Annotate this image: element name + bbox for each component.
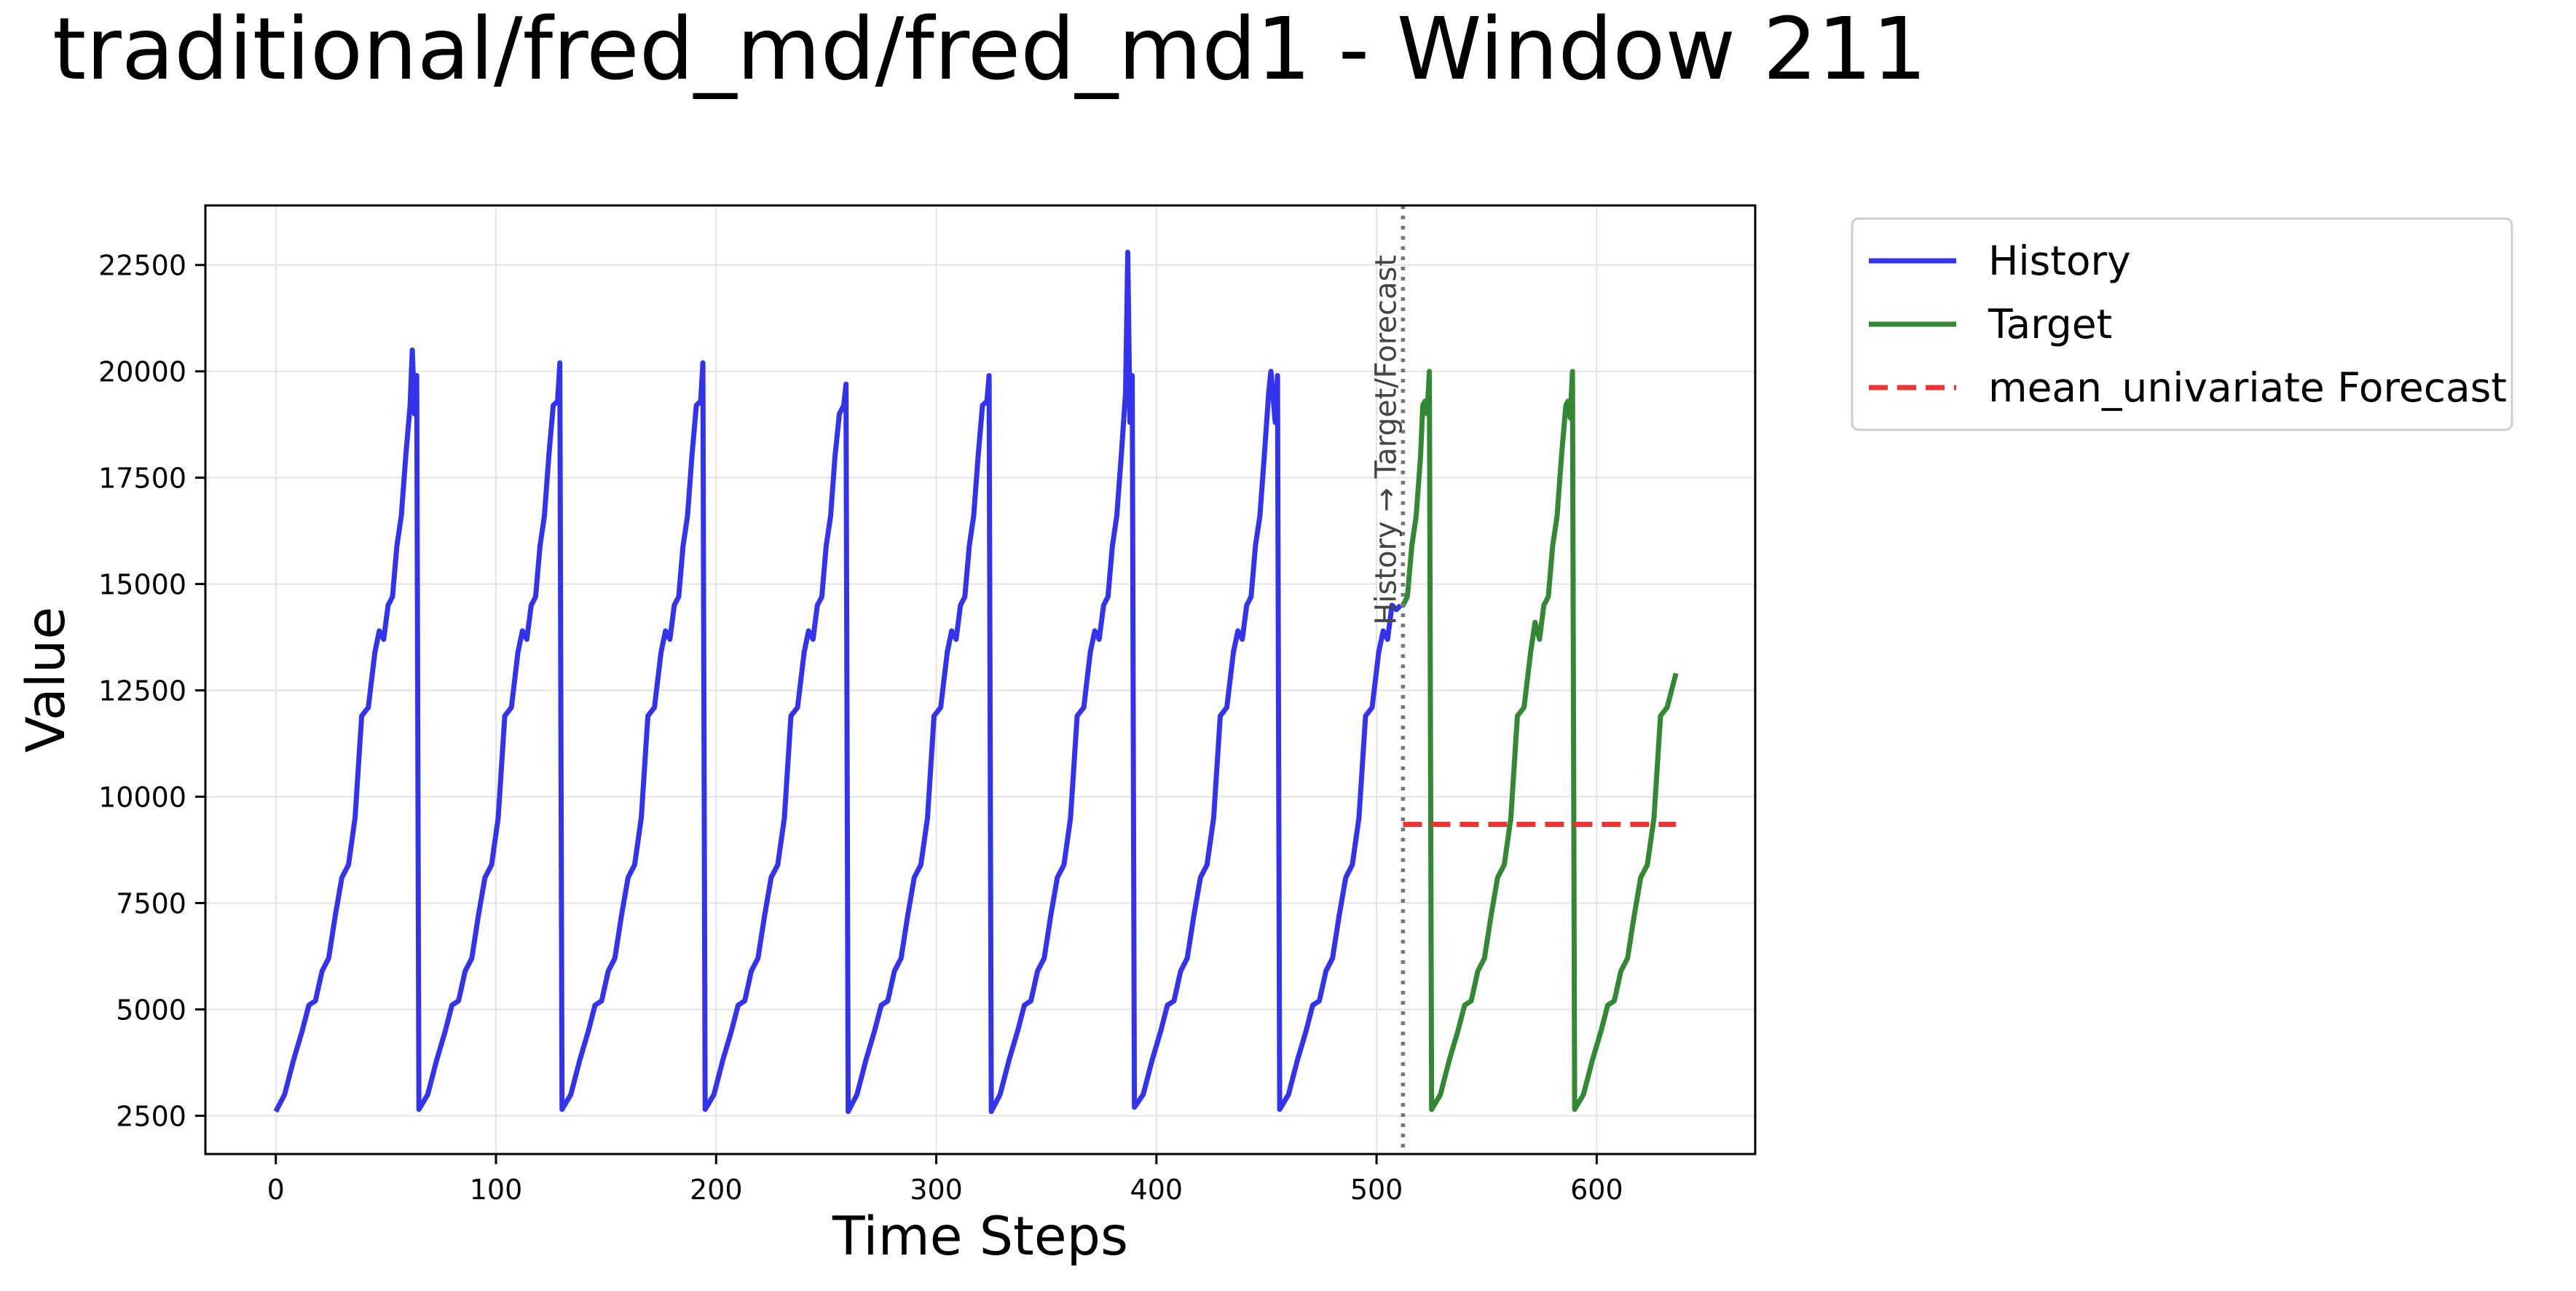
grid-layer	[205, 205, 1755, 1154]
data-layer	[273, 249, 1679, 1115]
y-tick-label: 15000	[98, 569, 186, 601]
axes-layer: 0 100 200 300 400 500 600 2500 5000 7500 10000 1250…	[98, 250, 1623, 1206]
x-axis-label: Time Steps	[832, 1206, 1128, 1268]
y-tick-label: 12500	[98, 675, 186, 707]
legend: History Target mean_univariate Forecast	[1851, 217, 2513, 431]
y-tick-label: 7500	[116, 888, 186, 920]
history-forecast-divider-label: History → Target/Forecast	[1369, 255, 1403, 625]
x-tick-label: 300	[910, 1174, 963, 1206]
y-tick-label: 10000	[98, 782, 186, 814]
legend-label: Target	[1988, 301, 2112, 348]
x-tick-label: 0	[267, 1174, 285, 1206]
chart-title: traditional/fred_md/fred_md1 - Window 21…	[52, 0, 1927, 99]
y-tick-label: 2500	[116, 1100, 186, 1132]
x-tick-label: 200	[690, 1174, 743, 1206]
x-tick-label: 500	[1350, 1174, 1403, 1206]
legend-frame	[1851, 217, 2513, 431]
series-line-0	[273, 249, 1403, 1115]
legend-label: mean_univariate Forecast	[1988, 364, 2507, 411]
x-tick-label: 400	[1130, 1174, 1183, 1206]
series-line-1	[1400, 369, 1679, 1113]
plot-frame	[204, 204, 1757, 1155]
y-tick-label: 22500	[98, 250, 186, 282]
y-tick-label: 5000	[116, 994, 186, 1026]
x-tick-label: 600	[1570, 1174, 1623, 1206]
y-tick-label: 20000	[98, 356, 186, 388]
legend-label: History	[1988, 238, 2131, 284]
x-tick-label: 100	[470, 1174, 523, 1206]
y-axis-label: Value	[15, 607, 77, 753]
y-tick-label: 17500	[98, 463, 186, 495]
